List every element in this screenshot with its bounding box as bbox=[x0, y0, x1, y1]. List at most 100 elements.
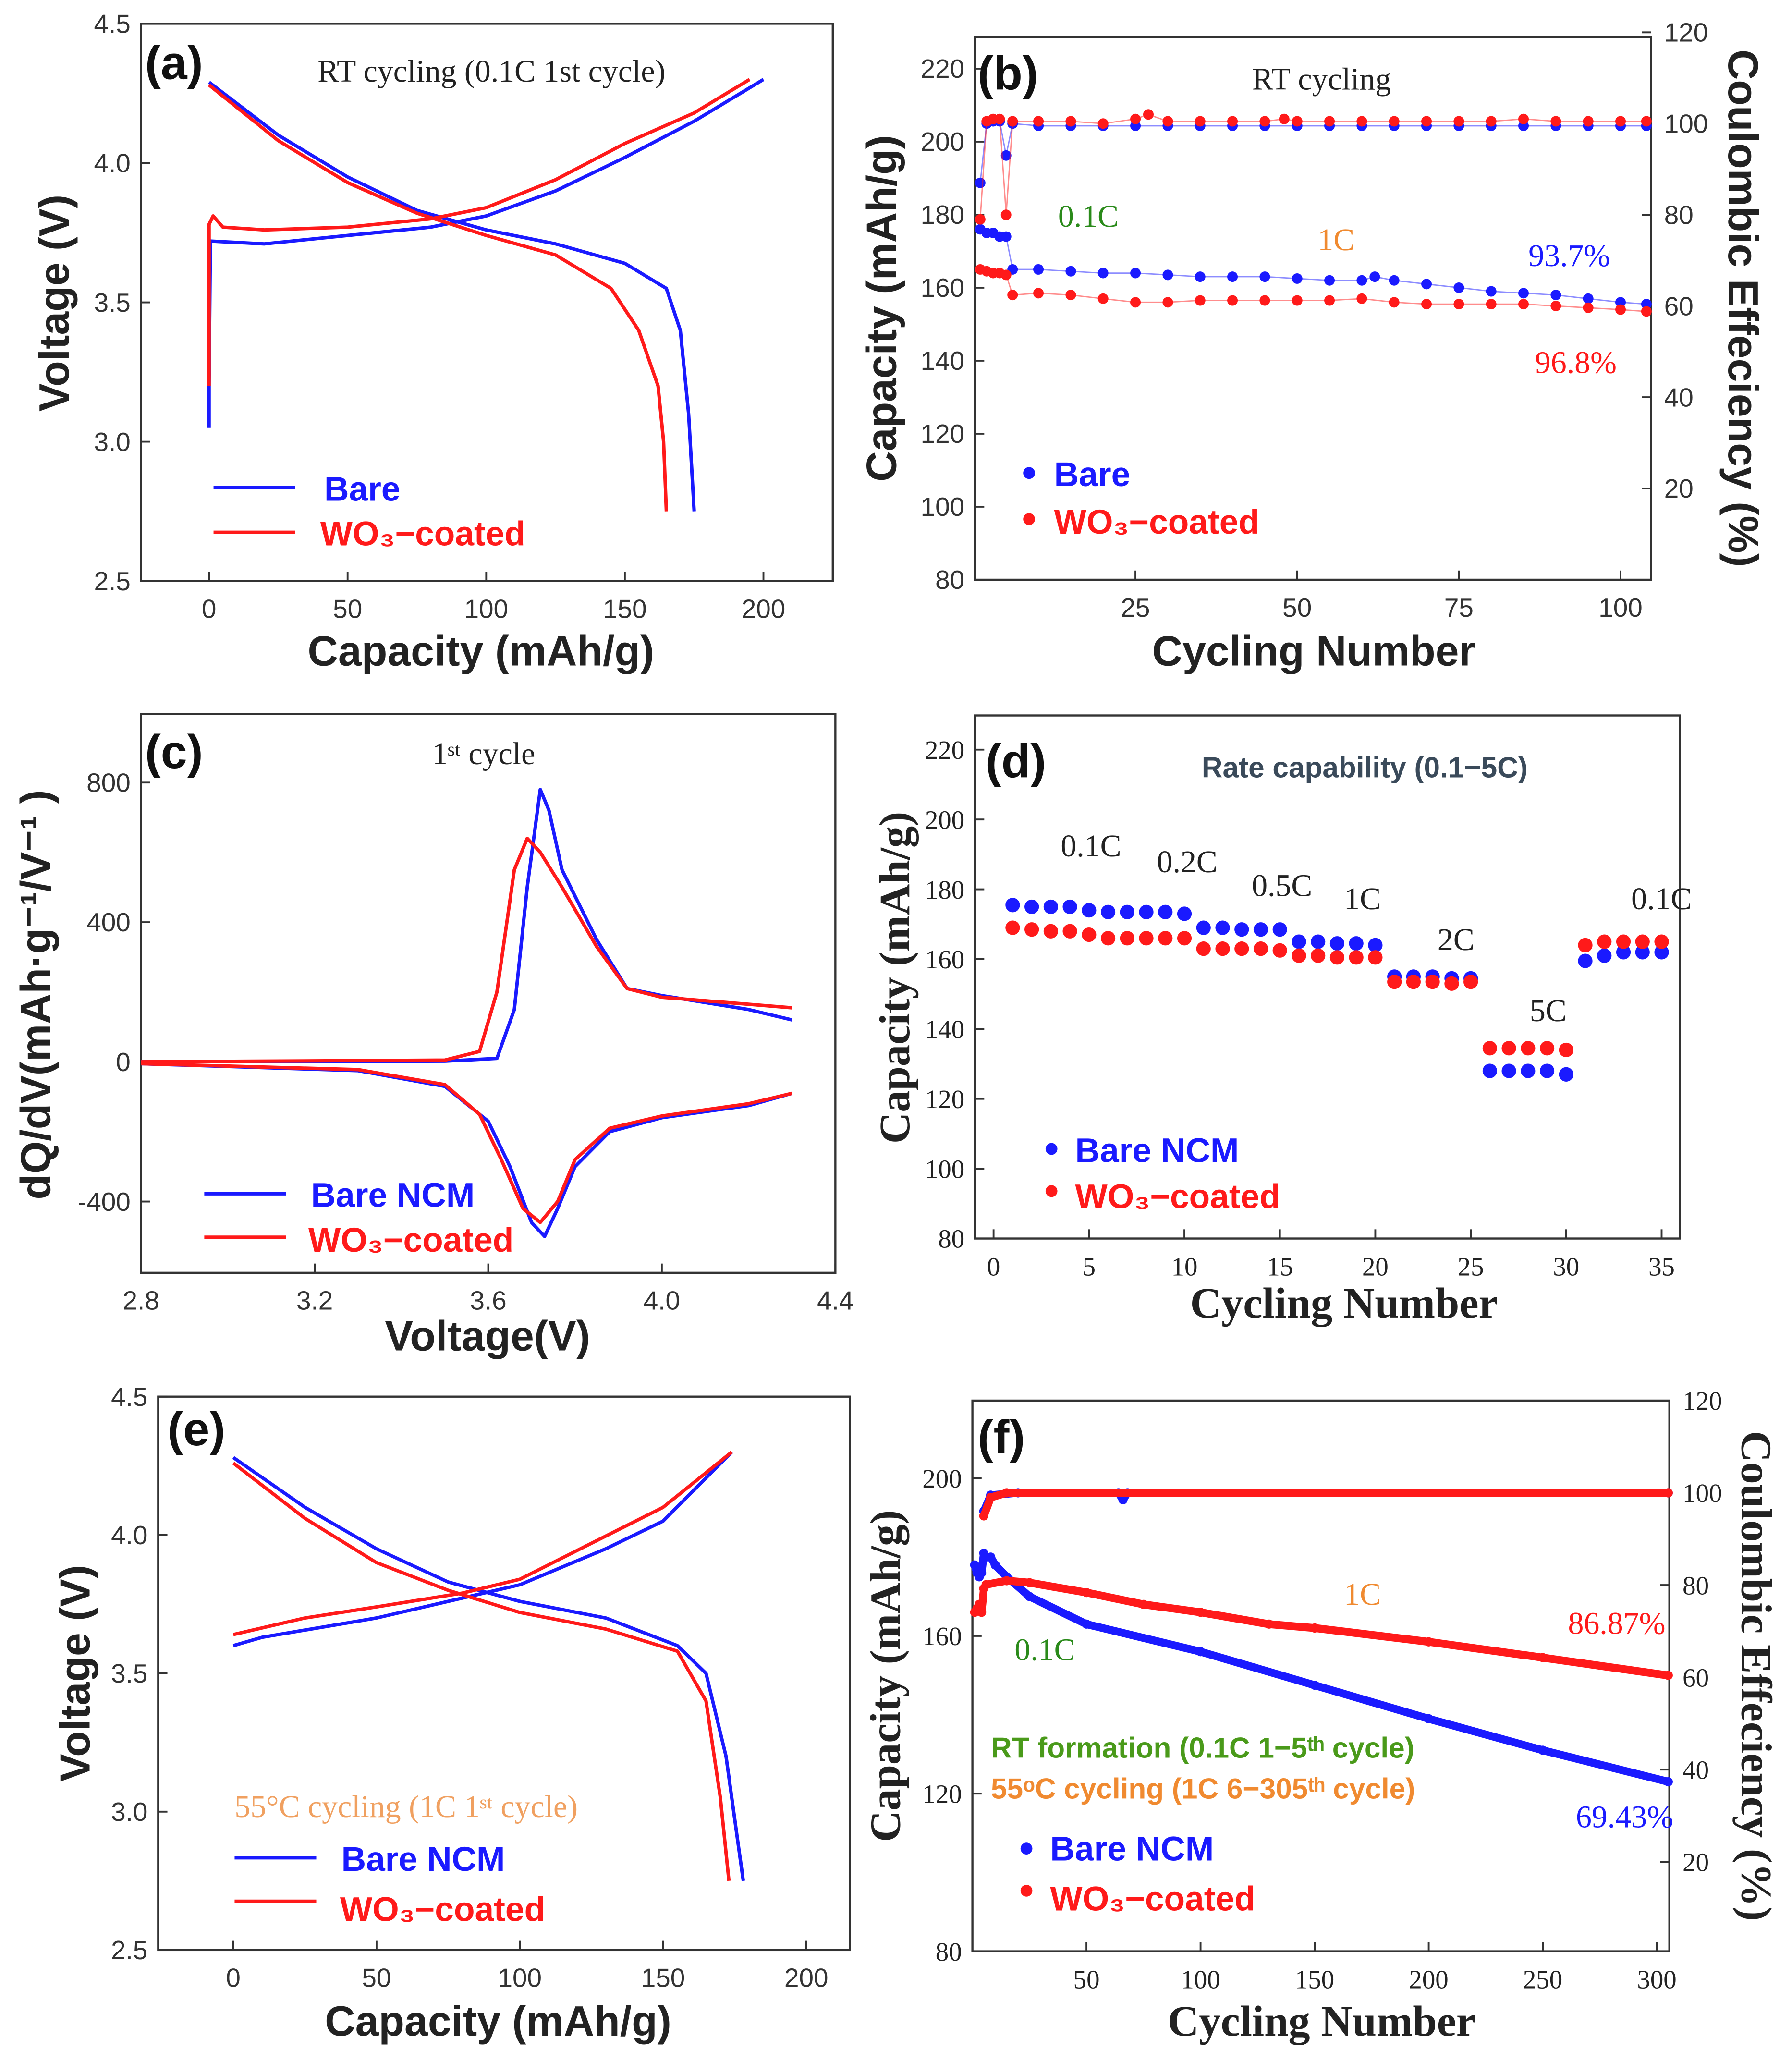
data-point bbox=[1253, 941, 1268, 956]
data-point bbox=[1324, 275, 1335, 286]
x-axis-title: Cycling Number bbox=[1168, 1997, 1475, 2045]
x-tick-label: 250 bbox=[1523, 1964, 1562, 1994]
y-tick-label: 140 bbox=[921, 346, 965, 376]
data-point bbox=[1082, 927, 1097, 942]
data-point bbox=[1406, 975, 1421, 989]
data-point bbox=[1002, 1488, 1012, 1498]
data-point bbox=[1641, 116, 1652, 127]
y-tick-label: 2.5 bbox=[111, 1935, 147, 1965]
data-point bbox=[979, 1511, 988, 1521]
data-point bbox=[1227, 271, 1238, 282]
data-point bbox=[990, 1560, 1000, 1570]
series-line bbox=[207, 84, 668, 512]
legend-label: WO₃−coated bbox=[1054, 503, 1259, 541]
y-tick-label: 160 bbox=[925, 945, 964, 974]
data-point bbox=[1389, 275, 1400, 286]
series-line bbox=[979, 113, 1646, 220]
annotation: 0.1C bbox=[1014, 1632, 1075, 1667]
x-tick-label: 200 bbox=[1409, 1964, 1448, 1994]
y-tick-label: 4.5 bbox=[111, 1382, 147, 1412]
data-point bbox=[1518, 299, 1529, 310]
data-point bbox=[1453, 299, 1464, 310]
data-point bbox=[1158, 904, 1173, 919]
data-point bbox=[1196, 920, 1211, 935]
data-point bbox=[1130, 297, 1141, 308]
data-point bbox=[1065, 266, 1076, 277]
y-axis-title: Voltage (V) bbox=[31, 195, 78, 412]
y2-tick-label: 120 bbox=[1682, 1386, 1722, 1415]
data-point bbox=[1177, 931, 1192, 946]
data-point bbox=[1082, 903, 1097, 918]
x-tick-label: 4.0 bbox=[644, 1286, 680, 1316]
data-point bbox=[1024, 1578, 1034, 1587]
data-point bbox=[1311, 934, 1326, 949]
annotation: 1C bbox=[1344, 1577, 1381, 1612]
panel-label: (d) bbox=[986, 734, 1046, 787]
x-tick-label: 150 bbox=[1295, 1964, 1334, 1994]
x-tick-label: 0 bbox=[226, 1963, 241, 1993]
legend-label: WO₃−coated bbox=[308, 1221, 513, 1259]
chart-panel-a bbox=[140, 23, 834, 582]
data-point bbox=[1389, 116, 1400, 127]
data-point bbox=[1024, 899, 1039, 914]
data-point bbox=[1292, 948, 1306, 963]
series-line bbox=[141, 1062, 792, 1224]
y-tick-label: 120 bbox=[922, 1779, 962, 1808]
data-point bbox=[1616, 945, 1631, 960]
data-point bbox=[1065, 290, 1076, 301]
data-point bbox=[994, 113, 1005, 124]
x-axis-title: Capacity (mAh/g) bbox=[308, 627, 655, 674]
data-point bbox=[1259, 295, 1270, 306]
data-point bbox=[1162, 116, 1173, 127]
data-point bbox=[1310, 1680, 1319, 1690]
plot-frame bbox=[974, 36, 1652, 581]
annotation: 5C bbox=[1530, 993, 1567, 1028]
data-point bbox=[1663, 1488, 1673, 1498]
y-tick-label: 80 bbox=[935, 565, 964, 595]
series-line bbox=[232, 1451, 733, 1636]
data-point bbox=[1615, 116, 1626, 127]
plot-frame bbox=[140, 713, 837, 1274]
data-point bbox=[1453, 116, 1464, 127]
y-tick-label: 800 bbox=[86, 768, 131, 797]
data-point bbox=[1195, 271, 1206, 282]
plot-frame bbox=[140, 23, 834, 582]
data-point bbox=[1253, 922, 1268, 937]
data-point bbox=[1597, 934, 1612, 949]
data-point bbox=[1641, 306, 1652, 317]
data-point bbox=[1421, 279, 1432, 290]
annotation: 0.2C bbox=[1157, 844, 1218, 879]
data-point bbox=[1324, 295, 1335, 306]
data-point bbox=[1501, 1041, 1516, 1056]
series-line bbox=[232, 1456, 745, 1881]
x-tick-label: 150 bbox=[603, 594, 647, 624]
data-point bbox=[975, 1599, 984, 1609]
data-point bbox=[1539, 1063, 1555, 1078]
y-tick-label: 80 bbox=[938, 1224, 964, 1254]
data-point bbox=[1139, 931, 1154, 946]
plot-frame bbox=[974, 714, 1681, 1240]
data-point bbox=[1227, 116, 1238, 127]
data-point bbox=[1310, 1623, 1319, 1633]
data-point bbox=[1369, 271, 1380, 282]
series-line bbox=[207, 78, 765, 428]
data-point bbox=[1100, 931, 1116, 946]
data-point bbox=[1062, 899, 1077, 914]
chart-title: RT cycling (0.1C 1st cycle) bbox=[317, 54, 665, 89]
y2-tick-label: 60 bbox=[1682, 1663, 1709, 1692]
data-point bbox=[1139, 904, 1154, 919]
x-tick-label: 4.4 bbox=[817, 1286, 853, 1316]
data-point bbox=[1349, 936, 1364, 951]
chart-title: 1ˢᵗ cycle bbox=[432, 736, 535, 771]
annotation: 69.43% bbox=[1576, 1800, 1673, 1835]
x-axis-title: Voltage(V) bbox=[385, 1313, 590, 1360]
data-point bbox=[1130, 113, 1141, 124]
data-point bbox=[1356, 116, 1367, 127]
legend-label: Bare bbox=[324, 470, 401, 508]
data-point bbox=[1195, 295, 1206, 306]
data-point bbox=[1007, 290, 1018, 301]
x-tick-label: 0 bbox=[202, 594, 217, 624]
y-tick-label: 4.0 bbox=[111, 1520, 147, 1550]
data-point bbox=[1583, 302, 1594, 313]
data-point bbox=[1425, 975, 1440, 989]
